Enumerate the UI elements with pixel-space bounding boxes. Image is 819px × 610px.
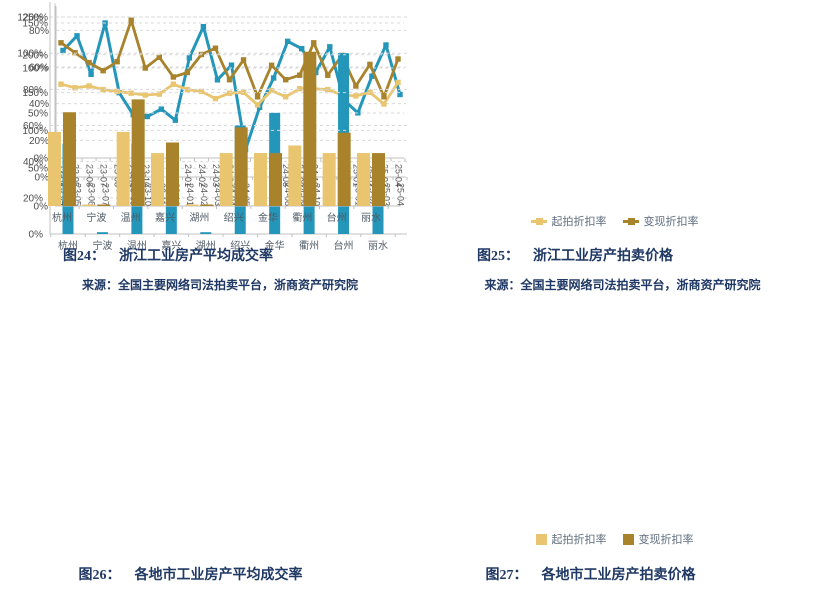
svg-text:20%: 20% — [29, 136, 49, 147]
fig24-caption: 图24： 浙江工业房产平均成交率 — [8, 245, 328, 265]
svg-text:台州: 台州 — [327, 211, 347, 224]
svg-text:24-08: 24-08 — [283, 183, 293, 206]
svg-text:湖州: 湖州 — [189, 212, 209, 224]
fig27-caption-text: 各地市工业房产拍卖价格 — [541, 568, 696, 583]
svg-text:绍兴: 绍兴 — [224, 211, 244, 224]
svg-text:24-01: 24-01 — [183, 164, 193, 187]
svg-text:绍兴: 绍兴 — [230, 239, 250, 252]
legend-item: 起拍折扣率 — [535, 531, 607, 547]
svg-text:宁波: 宁波 — [92, 239, 112, 252]
svg-text:金华: 金华 — [265, 239, 285, 252]
svg-text:80%: 80% — [29, 26, 49, 37]
svg-text:200%: 200% — [22, 50, 48, 61]
svg-text:0%: 0% — [34, 154, 49, 165]
fig26-caption: 图26： 各地市工业房产平均成交率 — [8, 564, 373, 584]
svg-text:24-09: 24-09 — [297, 183, 307, 206]
svg-text:杭州: 杭州 — [52, 211, 72, 224]
svg-text:150%: 150% — [22, 88, 48, 99]
svg-text:250%: 250% — [22, 12, 48, 23]
legend-marker-icon — [535, 533, 547, 545]
svg-text:25-04: 25-04 — [396, 183, 406, 206]
legend-item: 变现折扣率 — [622, 531, 694, 547]
fig27-legend: 起拍折扣率 变现折扣率 — [410, 531, 819, 547]
svg-text:衢州: 衢州 — [299, 240, 319, 252]
svg-text:0%: 0% — [29, 230, 44, 241]
legend-item: 起拍折扣率 — [530, 213, 607, 229]
legend-marker-icon — [530, 217, 547, 225]
svg-text:23-10: 23-10 — [141, 164, 151, 187]
svg-text:23-10: 23-10 — [143, 183, 153, 206]
fig24-source: 来源：全国主要网络司法拍卖平台，浙商资产研究院 — [81, 278, 358, 292]
fig27-bar-chart: 0%50%100%150%200%250%杭州 宁波 温州 嘉兴 湖州 绍兴 金华 衢州 台州丽… — [22, 3, 401, 224]
svg-text:0%: 0% — [35, 173, 50, 184]
svg-text:嘉兴: 嘉兴 — [161, 239, 181, 252]
svg-text:24-03: 24-03 — [211, 164, 221, 187]
svg-text:23-05: 23-05 — [73, 183, 83, 206]
svg-text:20%: 20% — [23, 193, 43, 204]
fig24-caption-text: 浙江工业房产平均成交率 — [119, 249, 273, 264]
svg-text:23-06: 23-06 — [87, 183, 97, 206]
svg-text:温州: 温州 — [127, 240, 147, 252]
fig25-legend: 起拍折扣率 变现折扣率 — [410, 213, 819, 229]
svg-text:杭州: 杭州 — [58, 239, 78, 252]
svg-text:23-07: 23-07 — [99, 164, 109, 187]
legend-item: 变现折扣率 — [622, 213, 699, 229]
svg-text:40%: 40% — [29, 99, 49, 110]
svg-text:丽水: 丽水 — [361, 212, 381, 224]
svg-text:100%: 100% — [17, 49, 43, 60]
svg-text:0%: 0% — [34, 202, 49, 213]
svg-text:60%: 60% — [29, 63, 49, 74]
svg-text:金华: 金华 — [258, 211, 278, 224]
svg-text:100%: 100% — [22, 126, 48, 137]
svg-text:50%: 50% — [28, 109, 48, 120]
svg-text:40%: 40% — [23, 157, 43, 168]
svg-text:120%: 120% — [17, 13, 43, 24]
svg-text:24-01: 24-01 — [185, 183, 195, 206]
fig27-caption-label: 图27： — [485, 568, 528, 583]
svg-text:25-02: 25-02 — [365, 164, 375, 187]
svg-text:24-02: 24-02 — [197, 164, 207, 187]
svg-text:25-03: 25-03 — [381, 183, 391, 206]
svg-text:80%: 80% — [23, 85, 43, 96]
svg-text:23-04: 23-04 — [57, 164, 67, 187]
fig26-caption-label: 图26： — [78, 568, 121, 583]
svg-text:100%: 100% — [22, 64, 48, 75]
fig25-caption: 图25： 浙江工业房产拍卖价格 — [420, 245, 730, 265]
svg-text:150%: 150% — [22, 19, 48, 30]
svg-text:25-04: 25-04 — [394, 164, 404, 187]
svg-text:丽水: 丽水 — [368, 240, 388, 252]
svg-text:温州: 温州 — [121, 212, 141, 224]
fig27-caption: 图27： 各地市工业房产拍卖价格 — [428, 564, 753, 584]
legend-marker-icon — [622, 533, 634, 545]
svg-text:23-06: 23-06 — [85, 164, 95, 187]
svg-text:24-03: 24-03 — [213, 183, 223, 206]
svg-text:台州: 台州 — [334, 239, 354, 252]
svg-text:衢州: 衢州 — [292, 212, 312, 224]
svg-text:50%: 50% — [28, 164, 48, 175]
svg-text:24-08: 24-08 — [281, 164, 291, 187]
legend-label: 变现折扣率 — [638, 534, 694, 546]
fig25-source: 来源：全国主要网络司法拍卖平台，浙商资产研究院 — [484, 278, 761, 292]
legend-label: 起拍折扣率 — [551, 534, 607, 546]
fig25-caption-text: 浙江工业房产拍卖价格 — [533, 249, 673, 264]
svg-text:湖州: 湖州 — [196, 240, 216, 252]
legend-label: 变现折扣率 — [643, 216, 699, 228]
fig26-caption-text: 各地市工业房产平均成交率 — [134, 568, 303, 583]
svg-text:嘉兴: 嘉兴 — [155, 211, 175, 224]
legend-marker-icon — [622, 217, 639, 225]
fig25-caption-label: 图25： — [477, 249, 519, 264]
svg-text:60%: 60% — [23, 121, 43, 132]
svg-text:25-01: 25-01 — [351, 164, 361, 187]
legend-label: 起拍折扣率 — [551, 216, 607, 228]
svg-text:23-07: 23-07 — [101, 183, 111, 206]
svg-text:24-02: 24-02 — [199, 183, 209, 206]
fig24-caption-label: 图24： — [63, 249, 105, 264]
svg-text:宁波: 宁波 — [86, 211, 106, 224]
